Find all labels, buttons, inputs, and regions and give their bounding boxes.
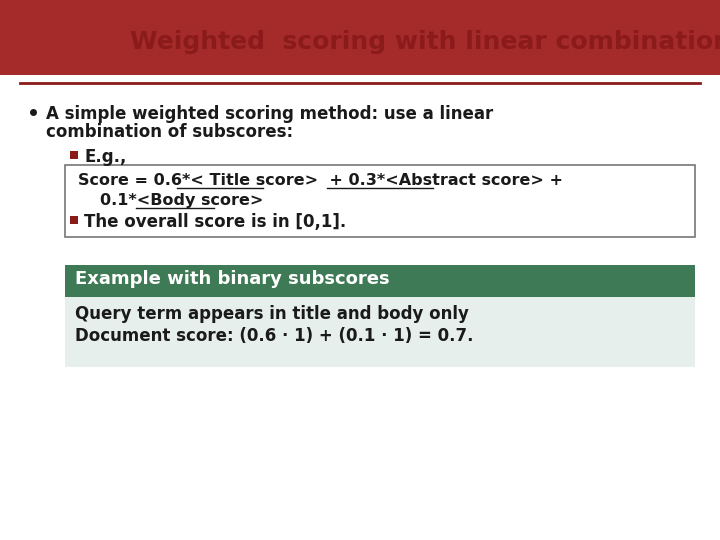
Bar [70, 151, 78, 159]
Text: Weighted  scoring with linear combination: Weighted scoring with linear combination [130, 30, 720, 54]
Text: combination of subscores:: combination of subscores: [46, 123, 293, 141]
Text: Score = 0.6*< Title score>  + 0.3*<Abstract score> +: Score = 0.6*< Title score> + 0.3*<Abstra… [78, 173, 563, 188]
Bar [0, 0, 720, 75]
Text: The overall score is in [0,1].: The overall score is in [0,1]. [84, 213, 346, 231]
Bar [65, 265, 695, 297]
Text: Document score: (0.6 · 1) + (0.1 · 1) = 0.7.: Document score: (0.6 · 1) + (0.1 · 1) = … [75, 327, 474, 345]
Text: Example with binary subscores: Example with binary subscores [75, 270, 390, 288]
Bar [65, 165, 695, 237]
Text: A simple weighted scoring method: use a linear: A simple weighted scoring method: use a … [46, 105, 493, 123]
Text: 0.1*<Body score>: 0.1*<Body score> [100, 193, 264, 208]
Text: Query term appears in title and body only: Query term appears in title and body onl… [75, 305, 469, 323]
Bar [65, 297, 695, 367]
Bar [70, 216, 78, 224]
Text: E.g.,: E.g., [84, 148, 127, 166]
